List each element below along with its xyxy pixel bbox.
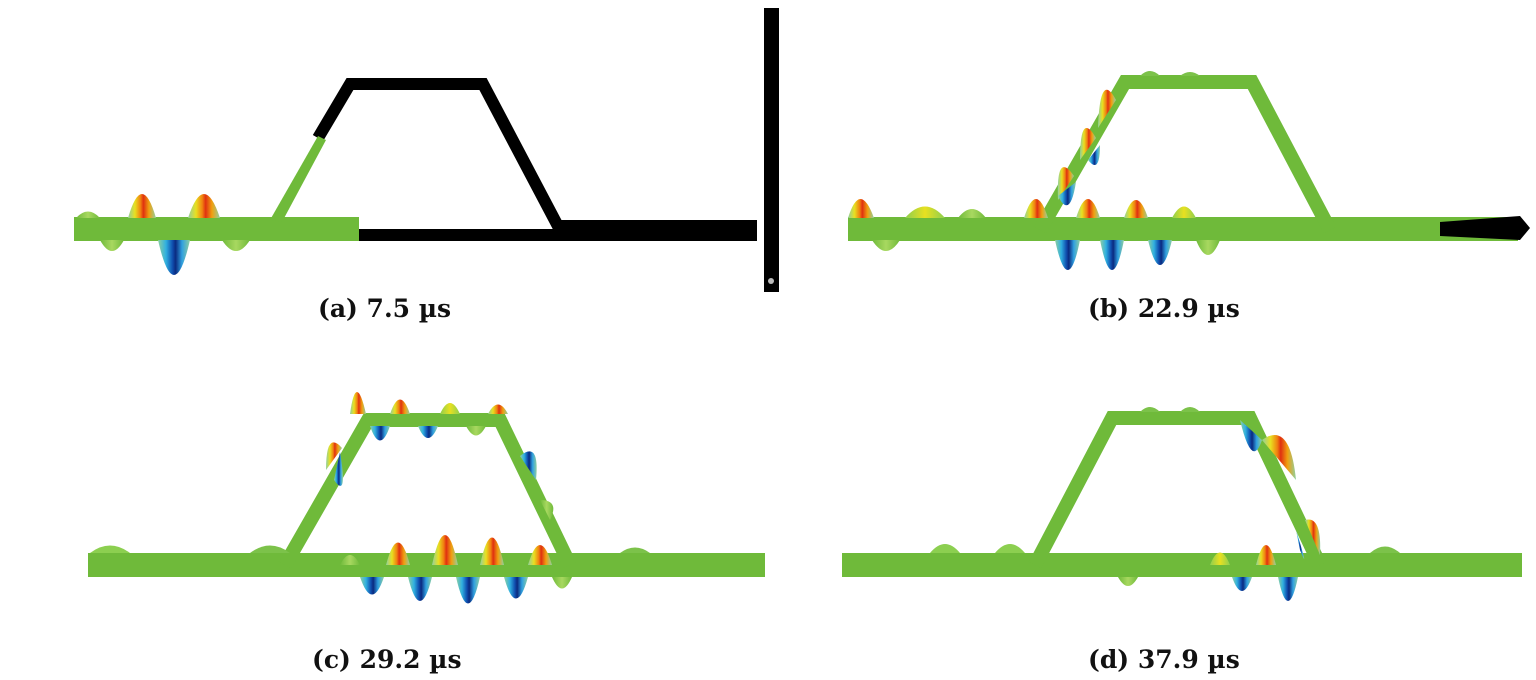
panel-a-wave-lobe-6 (76, 211, 100, 218)
panel-c-diagram (88, 392, 765, 604)
panel-c-top-lobe-4 (488, 404, 508, 414)
panel-a-plate-thick (560, 220, 757, 241)
panel-c-incline-lobe-3 (520, 451, 537, 480)
panel-a-caption: (a) 7.5 µs (318, 294, 452, 323)
panel-d-wave-lobe-1 (1210, 552, 1230, 565)
panel-c-wave-lobe-2 (386, 542, 410, 565)
panel-b-plate-black-end (1440, 216, 1530, 240)
panel-b-wave-lobe-6 (1124, 200, 1148, 218)
panel-c-caption: (c) 29.2 µs (312, 645, 462, 674)
panel-c-incline-lobe-2 (334, 452, 343, 486)
panel-c-trapezoid (278, 413, 577, 569)
panel-d-trapezoid (1028, 411, 1327, 569)
panel-c-top-lobe-6 (418, 426, 438, 438)
panel-a-wave-lobe-2 (188, 194, 220, 218)
panel-c-wave-lobe-8 (456, 577, 480, 604)
panel-d-top-bump-1 (1140, 407, 1160, 412)
panel-b-wave-lobe-7 (1172, 206, 1196, 218)
panel-b-incline-lobe-3 (1098, 89, 1116, 128)
panel-c-top-lobe-7 (466, 426, 486, 436)
panel-c-wave-lobe-6 (360, 577, 384, 595)
panel-b-wave-lobe-4 (1024, 199, 1048, 218)
panel-d-top-bump-2 (1180, 407, 1200, 412)
panel-b-incline-lobe-1 (1057, 167, 1074, 200)
panel-b-wave-lobe-8 (1055, 240, 1080, 270)
panel-b-plate (848, 217, 1518, 241)
panel-c-plate-bump-1 (90, 545, 130, 553)
panel-a-trapezoid-structure (312, 78, 566, 233)
panel-d-incline-lobe-3 (1305, 519, 1321, 555)
panel-a-incline-green (270, 136, 326, 222)
panel-c-wave-lobe-9 (504, 577, 528, 599)
panel-a-wave-lobe-3 (158, 240, 190, 275)
panel-a-receiver-dot (768, 278, 774, 284)
panel-a-wave-lobe-4 (100, 240, 124, 251)
panel-c-plate-bump-2 (250, 545, 290, 553)
panel-b-caption: (b) 22.9 µs (1088, 294, 1240, 323)
panel-c-wave-lobe-1 (340, 555, 360, 565)
panel-b-wave-lobe-5 (1076, 199, 1100, 218)
panel-c-incline-lobe-4 (540, 500, 554, 520)
panel-c-plate-bump-3 (620, 547, 650, 553)
panel-d-incline-lobe-2 (1240, 420, 1262, 452)
panel-c-top-lobe-5 (370, 426, 390, 441)
panel-b-top-bump-2 (1180, 72, 1200, 76)
panel-c-top-lobe-1 (350, 392, 366, 414)
panel-d-incline-lobe-1 (1262, 435, 1296, 480)
panel-c-top-lobe-2 (390, 399, 410, 414)
panel-b-wave-lobe-9 (1100, 240, 1124, 270)
panel-d-wave-lobe-2 (1256, 545, 1276, 565)
panel-b-incline-lobe-2 (1080, 127, 1096, 160)
panel-c-wave-lobe-10 (552, 577, 572, 589)
panel-d-wave-lobe-4 (1278, 577, 1298, 601)
panel-c-wave-lobe-7 (408, 577, 432, 601)
panel-a-diagram (74, 8, 779, 292)
panel-d-plate-bump-3 (1370, 546, 1400, 553)
panel-d-wave-lobe-5 (1118, 577, 1138, 586)
panel-c-plate (88, 553, 765, 577)
panel-b-wave-lobe-11 (1196, 240, 1220, 255)
panel-d-plate (842, 553, 1522, 577)
panel-d-wave-lobe-3 (1232, 577, 1252, 591)
panel-b-wave-lobe-12 (872, 240, 900, 251)
panel-b-diagram (848, 71, 1530, 270)
panel-a-wave-lobe-5 (222, 240, 250, 251)
panel-d-incline-lobe-4 (1296, 530, 1305, 559)
panel-a-receiver-bar (764, 8, 779, 292)
panel-b-wave-lobe-10 (1148, 240, 1172, 265)
panel-b-wave-lobe-2 (905, 206, 945, 218)
panel-c-wave-lobe-4 (480, 537, 504, 565)
panel-b-wave-lobe-1 (848, 199, 874, 218)
panel-a-wave-lobe-1 (128, 194, 156, 218)
panel-b-incline-lobe-5 (1088, 145, 1100, 165)
panel-d-plate-bump-1 (930, 544, 960, 553)
panel-d-plate-bump-2 (995, 544, 1025, 553)
panel-a-plate-green (74, 217, 359, 241)
panel-b-incline-lobe-4 (1058, 182, 1076, 206)
panel-c-wave-lobe-3 (432, 535, 458, 565)
panel-c-incline-lobe-1 (326, 442, 342, 470)
panel-c-wave-lobe-5 (528, 545, 552, 565)
panel-b-top-bump-1 (1140, 71, 1160, 76)
panel-d-caption: (d) 37.9 µs (1088, 645, 1240, 674)
panel-d-diagram (842, 407, 1522, 601)
panel-b-wave-lobe-3 (958, 209, 986, 218)
panel-c-top-lobe-3 (440, 403, 460, 414)
